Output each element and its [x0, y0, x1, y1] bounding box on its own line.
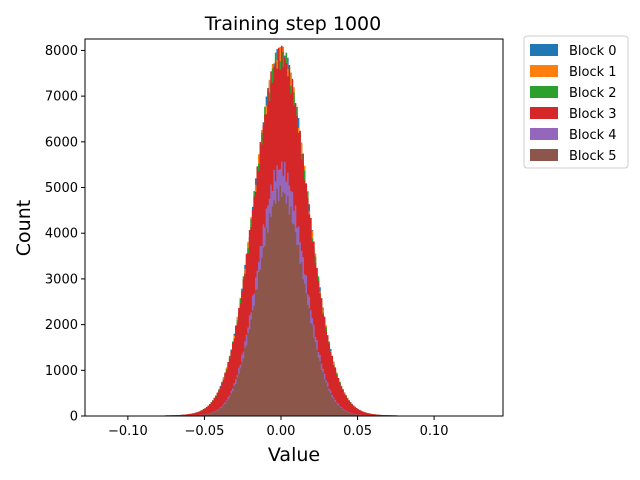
- y-tick-label: 2000: [45, 318, 78, 333]
- legend-label: Block 3: [569, 107, 617, 122]
- y-tick-label: 4000: [45, 227, 78, 242]
- legend-swatch: [530, 86, 558, 98]
- legend-swatch: [530, 149, 558, 161]
- legend-swatch: [530, 65, 558, 77]
- x-tick-label: −0.10: [108, 424, 148, 439]
- y-tick-label: 5000: [45, 181, 78, 196]
- legend-label: Block 4: [569, 128, 617, 143]
- legend-label: Block 1: [569, 65, 617, 80]
- chart-title: Training step 1000: [204, 13, 382, 35]
- y-tick-label: 0: [70, 410, 78, 425]
- legend-swatch: [530, 107, 558, 119]
- histogram-series-5: [97, 185, 481, 416]
- y-tick-label: 7000: [45, 90, 78, 105]
- legend-label: Block 0: [569, 44, 617, 59]
- histogram-bars: [97, 45, 481, 417]
- x-axis-ticks: −0.10 −0.05 0.00 0.05 0.10: [108, 416, 449, 439]
- x-tick-label: 0.00: [267, 424, 296, 439]
- plot-area-frame: [84, 38, 504, 417]
- y-tick-label: 1000: [45, 364, 78, 379]
- y-tick-label: 8000: [45, 44, 78, 59]
- x-tick-label: −0.05: [185, 424, 225, 439]
- x-tick-label: 0.10: [420, 424, 449, 439]
- legend-label: Block 2: [569, 86, 617, 101]
- legend-swatch: [530, 128, 558, 140]
- legend-label: Block 5: [569, 149, 617, 164]
- y-axis-label: Count: [13, 200, 35, 256]
- legend: Block 0 Block 1 Block 2 Block 3 Block 4 Block…: [523, 35, 629, 169]
- y-tick-label: 6000: [45, 135, 78, 150]
- x-axis-label: Value: [268, 444, 320, 466]
- y-tick-label: 3000: [45, 272, 78, 287]
- x-tick-label: 0.05: [343, 424, 372, 439]
- y-axis-ticks: 0 1000 2000 3000 4000 5000 6000 7000 8000: [45, 44, 85, 425]
- legend-swatch: [530, 44, 558, 56]
